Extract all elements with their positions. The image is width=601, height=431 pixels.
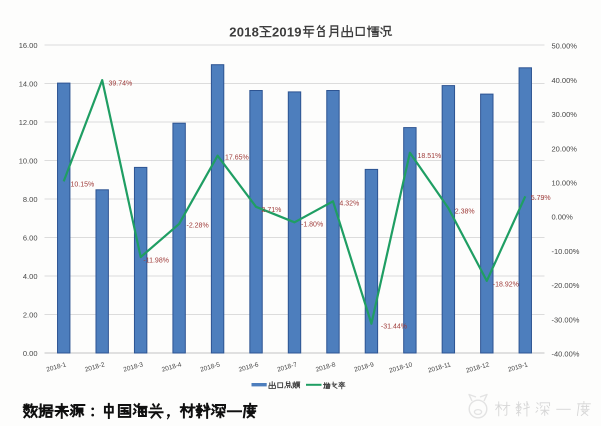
svg-text:6.00: 6.00	[23, 234, 38, 243]
svg-text:-40.00%: -40.00%	[552, 350, 580, 359]
svg-text:0.00: 0.00	[23, 349, 38, 358]
svg-text:2019: 2019	[272, 24, 302, 39]
svg-text:4.32%: 4.32%	[339, 201, 359, 208]
svg-text:2.71%: 2.71%	[262, 207, 282, 214]
svg-text:-11.98%: -11.98%	[143, 258, 169, 265]
svg-text:-18.92%: -18.92%	[493, 282, 519, 289]
svg-text:8.00: 8.00	[23, 195, 38, 204]
svg-text:20.00%: 20.00%	[552, 144, 578, 153]
svg-text:-20.00%: -20.00%	[552, 281, 580, 290]
svg-text:16.00: 16.00	[19, 41, 38, 50]
svg-text:40.00%: 40.00%	[552, 76, 578, 85]
svg-text:18.51%: 18.51%	[418, 153, 442, 160]
svg-text:2.00: 2.00	[23, 311, 38, 320]
svg-text:-31.44%: -31.44%	[381, 324, 407, 331]
svg-text:50.00%: 50.00%	[552, 42, 578, 51]
svg-text:17.65%: 17.65%	[225, 155, 249, 162]
svg-text:0.00%: 0.00%	[552, 213, 574, 222]
svg-text:-30.00%: -30.00%	[552, 315, 580, 324]
svg-text:2018: 2018	[229, 24, 259, 39]
svg-text:4.00: 4.00	[23, 272, 38, 281]
svg-text:-10.00%: -10.00%	[552, 247, 580, 256]
svg-text:5.79%: 5.79%	[531, 195, 551, 202]
svg-text:-2.28%: -2.28%	[187, 223, 209, 230]
svg-text:14.00: 14.00	[19, 80, 38, 89]
svg-text:10.00: 10.00	[19, 157, 38, 166]
svg-text:2.38%: 2.38%	[455, 209, 475, 216]
svg-text:10.00%: 10.00%	[552, 179, 578, 188]
svg-text:12.00: 12.00	[19, 118, 38, 127]
svg-text:-1.80%: -1.80%	[301, 222, 323, 229]
svg-text:39.74%: 39.74%	[109, 81, 133, 88]
svg-text:10.15%: 10.15%	[71, 182, 95, 189]
svg-text:30.00%: 30.00%	[552, 110, 578, 119]
